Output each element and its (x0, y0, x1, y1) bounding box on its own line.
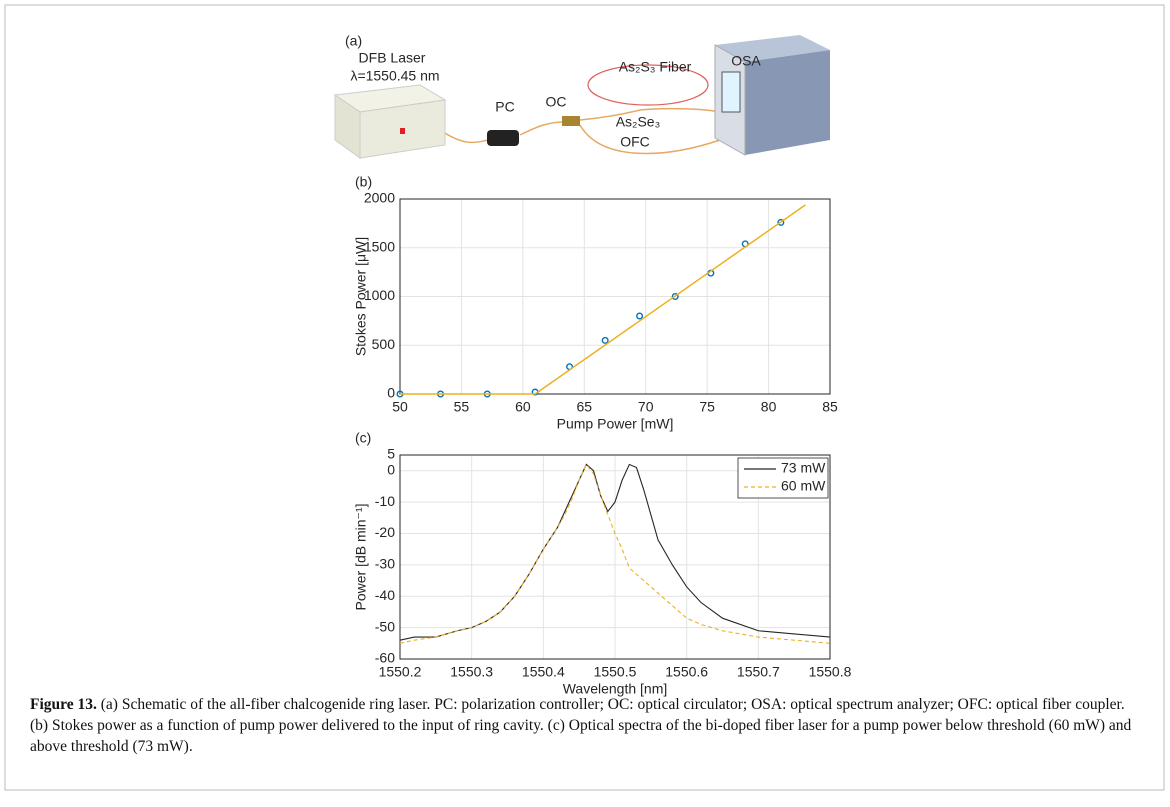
x-tick-label: 60 (515, 399, 531, 415)
axes-frame (399, 198, 831, 395)
y-axis-label: Stokes Power [μW] (353, 237, 369, 356)
label: λ=1550.45 nm (350, 68, 439, 84)
legend-label: 60 mW (781, 478, 826, 494)
x-tick-label: 1550.3 (450, 664, 493, 680)
label: OC (546, 94, 567, 110)
x-tick-label: 70 (638, 399, 654, 415)
data-point (671, 293, 679, 301)
series-line (399, 463, 831, 644)
legend-box (737, 457, 829, 499)
y-tick-label: 5 (387, 446, 395, 462)
y-tick-label: 0 (387, 461, 395, 477)
x-tick-label: 1550.2 (379, 664, 422, 680)
caption-text: (a) Schematic of the all-fiber chalcogen… (30, 696, 1132, 755)
x-tick-label: 55 (454, 399, 470, 415)
y-tick-label: 500 (372, 336, 396, 352)
figure-border (4, 4, 1165, 791)
y-tick-label: 1000 (364, 287, 395, 303)
x-tick-label: 1550.6 (665, 664, 708, 680)
pc-device (487, 130, 519, 146)
osa-side (745, 50, 830, 155)
label: OSA (731, 53, 761, 69)
y-tick-label: 0 (387, 385, 395, 401)
x-tick-label: 50 (392, 399, 408, 415)
fiber-ring (587, 64, 709, 106)
label: As₂Se₃ (616, 114, 661, 130)
panel-label: (b) (355, 174, 372, 190)
x-tick-label: 1550.4 (522, 664, 565, 680)
panel-label: (c) (355, 430, 371, 446)
osa-top (715, 35, 830, 62)
osa-screen (721, 71, 741, 113)
x-tick-label: 1550.8 (809, 664, 852, 680)
x-tick-label: 85 (822, 399, 838, 415)
x-tick-label: 1550.7 (737, 664, 780, 680)
schematic: (a) DFB Laser λ=1550.45 nm PC OC As₂S₃ F… (333, 33, 830, 159)
legend-label: 73 mW (781, 460, 826, 476)
x-tick-label: 75 (699, 399, 715, 415)
y-tick-label: -50 (375, 618, 395, 634)
data-point (777, 218, 785, 226)
y-axis-label: Power [dB min⁻¹] (353, 504, 369, 611)
label: As₂S₃ Fiber (619, 59, 692, 75)
caption-label: Figure 13. (30, 696, 97, 713)
x-axis-label: Wavelength [nm] (563, 681, 668, 697)
x-tick-label: 80 (761, 399, 777, 415)
caption: Figure 13. (a) Schematic of the all-fibe… (30, 694, 1140, 757)
label: OFC (620, 134, 650, 150)
oc-device (562, 116, 580, 126)
x-axis-label: Pump Power [mW] (557, 416, 674, 432)
y-tick-label: 1500 (364, 238, 395, 254)
label: DFB Laser (359, 50, 426, 66)
data-point (601, 336, 609, 344)
y-tick-label: -10 (375, 493, 395, 509)
x-tick-label: 65 (576, 399, 592, 415)
laser-led (400, 128, 405, 134)
label: PC (495, 99, 514, 115)
y-tick-label: -40 (375, 587, 395, 603)
y-tick-label: 2000 (364, 190, 395, 206)
panel-label: (a) (345, 33, 362, 49)
fit-line (400, 204, 806, 395)
y-tick-label: -30 (375, 556, 395, 572)
fiber-path (439, 107, 721, 155)
data-point (636, 312, 644, 320)
x-tick-label: 1550.5 (594, 664, 637, 680)
axes-frame (399, 454, 831, 660)
y-tick-label: -20 (375, 524, 395, 540)
y-tick-label: -60 (375, 650, 395, 666)
